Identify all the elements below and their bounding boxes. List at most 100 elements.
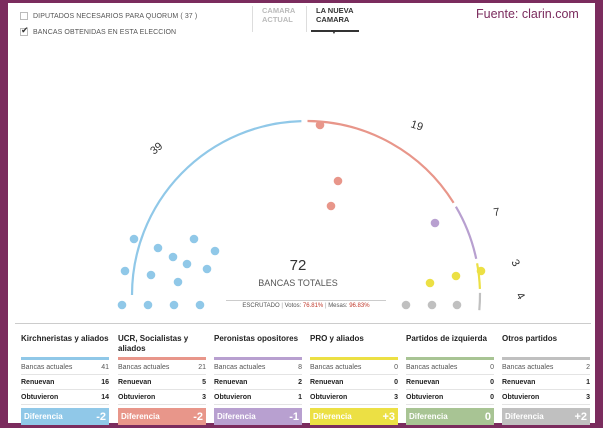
obtuvieron-label: Obtuvieron [310,393,348,401]
obtuvieron-row: Obtuvieron 3 [310,390,398,405]
bancas-row: Bancas actuales 41 [21,360,109,375]
renuevan-value: 16 [101,378,109,386]
tab-nueva-camara-label: LA NUEVA CAMARA [316,6,354,24]
difference-box: Diferencia -1 [214,408,302,425]
bancas-row: Bancas actuales 8 [214,360,302,375]
renuevan-label: Renuevan [21,378,55,386]
party-column: Peronistas opositores Bancas actuales 8 Ren… [214,334,302,425]
results-panel: DIPUTADOS NECESARIOS PARA QUORUM ( 37 ) … [8,3,595,425]
obtuvieron-label: Obtuvieron [214,393,252,401]
bancas-row-label: Bancas actuales [214,363,266,371]
party-color-bar [214,357,302,360]
bancas-row: Bancas actuales 2 [502,360,590,375]
quorum-label: DIPUTADOS NECESARIOS PARA QUORUM ( 37 ) [33,12,198,20]
party-name: Partidos de izquierda [406,334,487,343]
segment-labels: 39 19 7 3 4 [148,118,527,301]
obtuvieron-label: Obtuvieron [406,393,444,401]
seat-dot [315,120,325,130]
difference-label: Diferencia [217,412,256,421]
bancas-row: Bancas actuales 21 [118,360,206,375]
difference-box: Diferencia +2 [502,408,590,425]
difference-value: -2 [96,410,106,423]
difference-label: Diferencia [505,412,544,421]
party-column: UCR, Socialistas y aliados Bancas actuale… [118,334,206,425]
renuevan-label: Renuevan [502,378,536,386]
seat-dot [210,246,220,256]
segment-count-label: 19 [409,118,424,133]
party-name: Kirchneristas y aliados [21,334,109,343]
active-tab-underline [311,30,359,32]
scrutiny-label: ESCRUTADO [242,303,280,309]
renuevan-value: 0 [394,378,398,386]
party-name: Peronistas opositores [214,334,299,343]
votos-value: 76.81% [302,303,324,309]
tab-nueva-camara[interactable]: LA NUEVA CAMARA ▼ [306,6,370,36]
obtuvieron-label: Obtuvieron [21,393,59,401]
renuevan-row: Renuevan 1 [502,375,590,390]
obtuvieron-value: 3 [394,393,398,401]
renuevan-value: 5 [202,378,206,386]
difference-box: Diferencia -2 [118,408,206,425]
caret-down-icon: ▼ [331,30,337,36]
bancas-value: 21 [198,363,206,371]
seat-dot [476,266,486,276]
mesas-value: 96.83% [349,303,370,309]
obtuvieron-label: Obtuvieron [502,393,540,401]
difference-value: -2 [193,410,203,423]
bancas-label: BANCAS OBTENIDAS EN ESTA ELECCION [33,28,177,36]
bancas-value: 8 [298,363,302,371]
bancas-row-label: Bancas actuales [502,363,554,371]
seat-dot [168,252,178,262]
segment-count-label: 7 [493,206,501,219]
hemicycle-arc-segment [307,119,455,204]
renuevan-label: Renuevan [406,378,440,386]
segment-count-label: 3 [508,258,521,269]
seat-dot [425,278,435,288]
difference-value: -1 [289,410,299,423]
bancas-row: Bancas actuales 0 [406,360,494,375]
renuevan-row: Renuevan 0 [310,375,398,390]
bancas-checkbox[interactable] [20,26,29,36]
obtuvieron-row: Obtuvieron 3 [118,390,206,405]
seat-dot [195,300,205,310]
bancas-option[interactable]: BANCAS OBTENIDAS EN ESTA ELECCION [20,26,177,36]
obtuvieron-value: 0 [490,393,494,401]
seat-dot [182,259,192,269]
party-column: PRO y aliados Bancas actuales 0 Renuevan 0 Ob… [310,334,398,425]
difference-box: Diferencia -2 [21,408,109,425]
scrutiny-info: ESCRUTADO | Votos: 76.81% | Mesas: 96.83… [226,300,386,309]
bancas-value: 0 [490,363,494,371]
party-color-bar [310,357,398,360]
bancas-value: 0 [394,363,398,371]
segment-count-label: 39 [148,140,165,157]
seat-dot [452,300,462,310]
renuevan-label: Renuevan [118,378,152,386]
difference-box: Diferencia 0 [406,408,494,425]
difference-value: +2 [574,410,587,423]
bancas-row: Bancas actuales 0 [310,360,398,375]
renuevan-label: Renuevan [310,378,344,386]
seat-dot [189,234,199,244]
obtuvieron-value: 1 [298,393,302,401]
party-color-bar [406,357,494,360]
seat-dot [153,243,163,253]
difference-label: Diferencia [409,412,448,421]
seat-dot [129,234,139,244]
difference-label: Diferencia [313,412,352,421]
obtuvieron-row: Obtuvieron 1 [214,390,302,405]
hemicycle-arc-segment [454,206,478,260]
segment-count-label: 4 [513,291,526,302]
quorum-option[interactable]: DIPUTADOS NECESARIOS PARA QUORUM ( 37 ) [20,12,197,20]
party-column: Otros partidos Bancas actuales 2 Renuevan 1 O… [502,334,590,425]
tab-camara-actual[interactable]: CAMARA ACTUAL [252,6,296,32]
renuevan-row: Renuevan 0 [406,375,494,390]
quorum-checkbox[interactable] [20,12,28,20]
difference-box: Diferencia +3 [310,408,398,425]
party-color-bar [21,357,109,360]
obtuvieron-row: Obtuvieron 14 [21,390,109,405]
renuevan-row: Renuevan 5 [118,375,206,390]
obtuvieron-value: 14 [101,393,109,401]
seat-dot [430,218,440,228]
total-seats-number: 72 [289,257,307,274]
bancas-value: 41 [101,363,109,371]
